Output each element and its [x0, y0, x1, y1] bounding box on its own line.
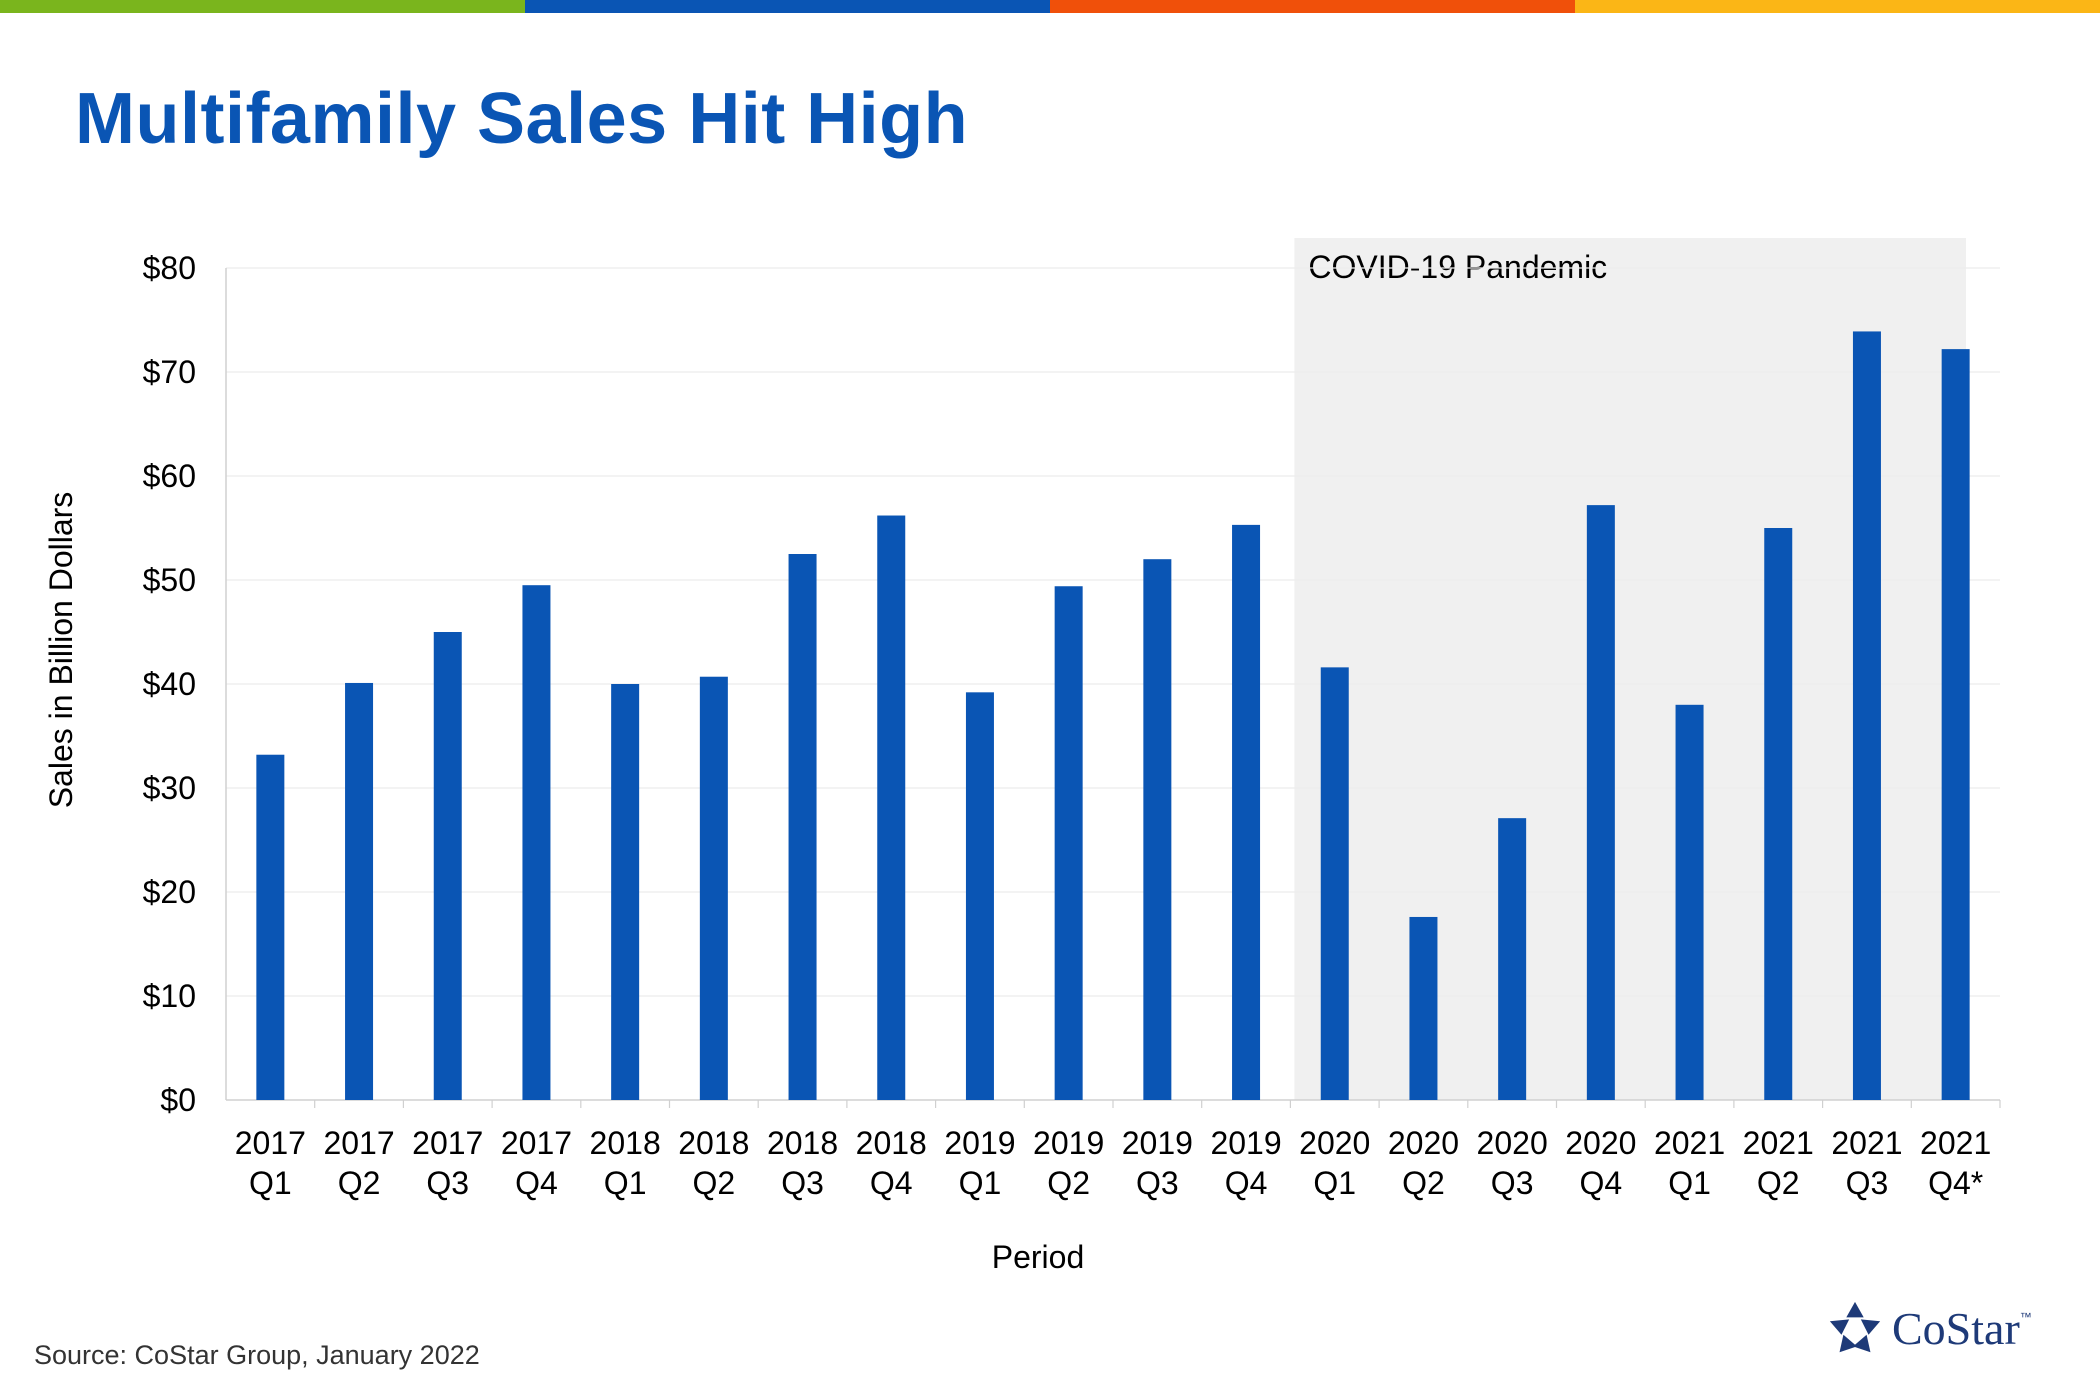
x-tick-label-quarter: Q4 — [1580, 1165, 1623, 1201]
bar — [1675, 704, 1704, 1100]
bar — [1586, 505, 1615, 1100]
x-tick-label-quarter: Q4 — [1225, 1165, 1268, 1201]
bar — [256, 754, 285, 1100]
x-tick-label-quarter: Q1 — [1668, 1165, 1711, 1201]
bar — [788, 554, 817, 1100]
costar-star-icon — [1829, 1301, 1881, 1353]
x-tick-label-quarter: Q4* — [1928, 1165, 1983, 1201]
costar-logo-text: CoStar — [1892, 1303, 2020, 1354]
x-tick-label-quarter: Q1 — [959, 1165, 1002, 1201]
x-tick-label-year: 2017 — [323, 1125, 394, 1161]
covid-annotation-label: COVID-19 Pandemic — [1308, 249, 1607, 285]
x-tick-label-year: 2020 — [1477, 1125, 1548, 1161]
x-tick-label-quarter: Q2 — [338, 1165, 381, 1201]
y-tick-label: $40 — [143, 666, 196, 702]
bar — [1764, 528, 1793, 1100]
bar — [611, 684, 640, 1100]
costar-logo: CoStar ™ — [1826, 1300, 2032, 1358]
x-tick-label-year: 2020 — [1299, 1125, 1370, 1161]
x-tick-label-quarter: Q4 — [515, 1165, 558, 1201]
y-tick-label: $80 — [143, 250, 196, 286]
bar — [1409, 916, 1438, 1100]
bar — [1143, 559, 1172, 1100]
bar — [1941, 349, 1970, 1100]
x-tick-label-year: 2019 — [944, 1125, 1015, 1161]
stripe-green — [0, 0, 525, 13]
x-tick-label-year: 2017 — [501, 1125, 572, 1161]
stripe-yellow — [1575, 0, 2100, 13]
x-tick-label-year: 2018 — [767, 1125, 838, 1161]
bar — [345, 682, 374, 1100]
x-tick-label-quarter: Q3 — [781, 1165, 824, 1201]
y-tick-label: $60 — [143, 458, 196, 494]
stripe-orange — [1050, 0, 1575, 13]
bar — [877, 515, 906, 1100]
x-tick-label-quarter: Q3 — [1491, 1165, 1534, 1201]
bar — [699, 676, 728, 1100]
x-tick-label-quarter: Q1 — [604, 1165, 647, 1201]
x-tick-label-quarter: Q2 — [1047, 1165, 1090, 1201]
x-tick-label-year: 2021 — [1831, 1125, 1902, 1161]
x-tick-label-year: 2021 — [1920, 1125, 1991, 1161]
bar — [965, 692, 994, 1100]
x-tick-label-year: 2018 — [590, 1125, 661, 1161]
x-tick-label-quarter: Q3 — [426, 1165, 469, 1201]
page-title: Multifamily Sales Hit High — [75, 79, 969, 159]
stripe-blue — [525, 0, 1050, 13]
bar — [1498, 818, 1527, 1100]
x-tick-label-year: 2018 — [856, 1125, 927, 1161]
bar — [433, 632, 462, 1100]
x-tick-label-year: 2017 — [412, 1125, 483, 1161]
source-note: Source: CoStar Group, January 2022 — [34, 1340, 480, 1370]
x-tick-label-year: 2021 — [1743, 1125, 1814, 1161]
y-tick-label: $10 — [143, 978, 196, 1014]
bar — [1852, 331, 1881, 1100]
bar — [522, 585, 551, 1100]
y-tick-label: $0 — [160, 1082, 196, 1118]
bar — [1054, 586, 1083, 1100]
x-tick-label-year: 2019 — [1122, 1125, 1193, 1161]
x-tick-label-quarter: Q3 — [1136, 1165, 1179, 1201]
costar-logo-tm: ™ — [2019, 1310, 2032, 1324]
y-tick-label: $30 — [143, 770, 196, 806]
y-tick-label: $70 — [143, 354, 196, 390]
x-tick-label-quarter: Q1 — [1313, 1165, 1356, 1201]
x-axis-title: Period — [992, 1239, 1085, 1275]
x-tick-label-quarter: Q1 — [249, 1165, 292, 1201]
bar — [1320, 667, 1349, 1100]
y-tick-label: $50 — [143, 562, 196, 598]
bar — [1232, 524, 1261, 1100]
x-tick-label-quarter: Q2 — [693, 1165, 736, 1201]
x-tick-label-year: 2018 — [678, 1125, 749, 1161]
x-tick-label-quarter: Q4 — [870, 1165, 913, 1201]
x-tick-label-year: 2020 — [1565, 1125, 1636, 1161]
x-tick-label-year: 2017 — [235, 1125, 306, 1161]
x-tick-label-year: 2020 — [1388, 1125, 1459, 1161]
x-tick-label-year: 2021 — [1654, 1125, 1725, 1161]
x-tick-label-year: 2019 — [1033, 1125, 1104, 1161]
top-color-stripe — [0, 0, 2100, 13]
y-axis-title: Sales in Billion Dollars — [43, 492, 79, 809]
y-tick-label: $20 — [143, 874, 196, 910]
x-tick-label-quarter: Q3 — [1846, 1165, 1889, 1201]
x-tick-label-year: 2019 — [1210, 1125, 1281, 1161]
x-tick-label-quarter: Q2 — [1402, 1165, 1445, 1201]
x-tick-label-quarter: Q2 — [1757, 1165, 1800, 1201]
